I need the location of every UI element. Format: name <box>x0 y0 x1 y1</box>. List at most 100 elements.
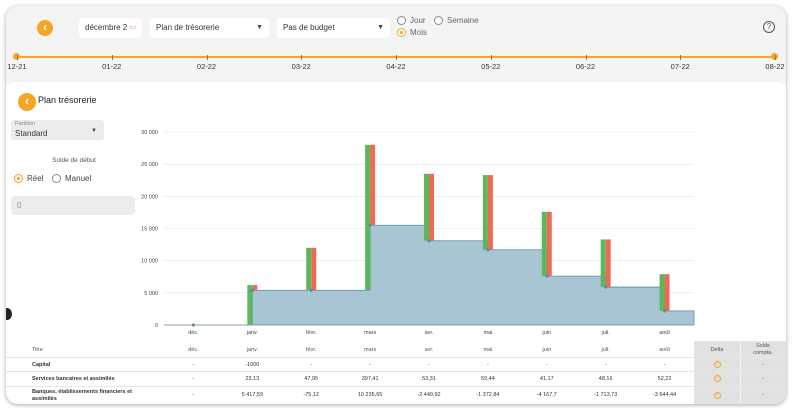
income-bar <box>541 211 547 277</box>
x-tick-label: févr. <box>306 330 317 336</box>
solde-manuel-label: Manuel <box>65 174 92 183</box>
row-value: - <box>310 362 313 368</box>
treasury-chart: 0 5 000 10 000 15 000 20 000 25 000 30 000 déc.… <box>141 130 695 336</box>
balance-point <box>604 285 608 289</box>
timeline-end-handle[interactable] <box>771 53 778 60</box>
row-value: 397,41 <box>361 376 379 382</box>
x-tick-label: juil. <box>601 330 611 336</box>
partition-label: Partition <box>15 121 36 127</box>
timeline-label[interactable]: 02-22 <box>196 62 217 71</box>
income-bar <box>482 175 488 250</box>
solde-reel-label: Réel <box>27 174 44 183</box>
period-week-radio[interactable]: Semaine <box>434 16 479 25</box>
timeline-label[interactable]: 06-22 <box>575 62 596 71</box>
timeline-label[interactable]: 03-22 <box>291 62 311 71</box>
treasury-panel: ‹ Plan trésorerie Partition Standard ▼ S… <box>6 82 786 404</box>
delta-check-icon[interactable]: ✓ <box>714 375 721 382</box>
income-bar <box>600 239 606 288</box>
timeline-label[interactable]: 04-22 <box>386 62 406 71</box>
row-value: 5 417,59 <box>241 392 264 398</box>
timeline-label[interactable]: 01-22 <box>102 62 122 71</box>
header-delta: Delta <box>710 347 724 353</box>
timeline-start-handle[interactable] <box>13 53 20 60</box>
column-divider <box>740 341 741 404</box>
row-value: - <box>192 362 195 368</box>
radio-on-icon <box>397 28 406 37</box>
partition-value: Standard <box>15 129 48 138</box>
row-value: - <box>545 362 548 368</box>
y-tick-label: 20 000 <box>141 194 158 200</box>
row-value: - <box>428 362 430 368</box>
expense-bar <box>252 285 258 291</box>
plan-select[interactable]: Plan de trésorerie ▼ <box>150 18 269 38</box>
balance-point <box>427 239 431 243</box>
x-tick-label: avr. <box>425 330 434 336</box>
header-month: févr. <box>306 347 317 353</box>
period-day-radio[interactable]: Jour <box>397 16 426 25</box>
help-icon[interactable]: ? <box>763 21 775 33</box>
plan-select-value: Plan de trésorerie <box>156 23 220 32</box>
partition-select[interactable]: Partition Standard ▼ <box>11 120 104 140</box>
radio-on-icon <box>14 174 23 183</box>
y-tick-label: 5 000 <box>144 291 158 297</box>
delta-check-icon[interactable]: ✓ <box>714 361 721 368</box>
balance-point <box>545 274 549 278</box>
timeline-label[interactable]: 12-21 <box>7 62 27 71</box>
income-bar <box>659 274 665 311</box>
panel-back-icon[interactable]: ‹ <box>18 93 36 111</box>
row-value: - <box>192 392 195 398</box>
timeline-label[interactable]: 07-22 <box>670 62 690 71</box>
row-title: Banques, établissements financiers et as… <box>32 389 132 402</box>
period-day-label: Jour <box>410 16 426 25</box>
timeline-label[interactable]: 05-22 <box>481 62 501 71</box>
row-solde: - <box>762 392 764 398</box>
timeline-tick <box>206 55 208 60</box>
radio-off-icon <box>52 174 61 183</box>
table-row[interactable]: Banques, établissements financiers et as… <box>6 387 786 404</box>
budget-select[interactable]: Pas de budget ▼ <box>277 18 390 38</box>
delta-check-icon[interactable]: ✓ <box>714 392 721 399</box>
balance-point <box>486 248 490 252</box>
timeline-tick <box>775 55 776 60</box>
header-month: janv. <box>246 347 258 353</box>
table-row[interactable]: Services bancaires et assimilés - 23,13 47,… <box>6 372 786 387</box>
row-value: - <box>663 362 666 368</box>
row-value: 53,31 <box>422 376 436 382</box>
header-month: mars <box>363 347 377 353</box>
timeline-tick <box>301 55 303 60</box>
income-bar <box>306 247 312 291</box>
expense-bar <box>487 175 493 250</box>
corner-blob <box>6 308 12 320</box>
expense-bar <box>311 247 317 291</box>
x-tick-label: déc. <box>188 330 199 336</box>
y-tick-label: 25 000 <box>141 162 158 168</box>
balance-point <box>662 309 667 313</box>
x-tick-label: mai <box>483 330 492 336</box>
table-header: Titre déc. janv. févr. mars avr. mai juin juil. a… <box>6 342 786 358</box>
y-tick-label: 10 000 <box>141 259 158 265</box>
header-solde: Solde compta. <box>753 343 773 356</box>
row-value: -1 713,73 <box>594 392 618 398</box>
solde-input[interactable]: 0 <box>11 196 135 215</box>
row-value: - <box>604 362 607 368</box>
page-title: Plan trésorerie <box>38 95 97 105</box>
row-value: 48,16 <box>598 376 613 382</box>
timeline-label[interactable]: 08-22 <box>765 62 785 71</box>
date-picker[interactable]: décembre 2 ▭ <box>79 18 142 38</box>
expense-bar <box>605 239 611 288</box>
y-tick-label: 30 000 <box>141 130 158 136</box>
solde-reel-radio[interactable]: Réel <box>14 174 43 183</box>
row-value: -1 372,84 <box>476 392 500 398</box>
table-row[interactable]: Capital - -1000 - - - - - - - ✓ - <box>6 358 786 372</box>
timeline-tick <box>17 55 18 60</box>
solde-manuel-radio[interactable]: Manuel <box>52 174 91 183</box>
header-month: juin <box>542 347 552 353</box>
header-month: déc. <box>188 347 199 353</box>
back-arrow-icon[interactable]: ‹ <box>37 20 53 36</box>
row-value: 52,22 <box>657 376 672 382</box>
balance-point <box>309 288 313 292</box>
income-bar <box>247 285 253 325</box>
row-value: 23,13 <box>245 376 260 382</box>
calendar-icon: ▭ <box>129 24 136 31</box>
period-month-radio[interactable]: Mois <box>397 28 427 37</box>
